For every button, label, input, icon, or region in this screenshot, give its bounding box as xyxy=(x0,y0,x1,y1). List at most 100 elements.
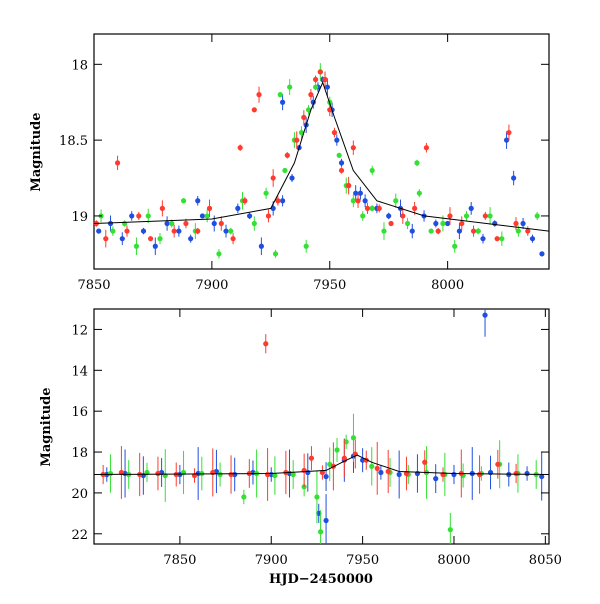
data-point-p0-s0-12 xyxy=(235,205,241,211)
data-point-p0-s0-46 xyxy=(280,99,286,105)
data-point-p1-s1-18 xyxy=(369,463,375,469)
data-point-p1-s2-1 xyxy=(118,469,125,476)
data-point-p0-s2-1 xyxy=(103,236,109,242)
data-point-p0-s0-11 xyxy=(223,228,229,234)
data-point-p0-s2-14 xyxy=(251,107,257,113)
data-point-p1-s2-22 xyxy=(422,459,428,465)
data-point-p0-s0-31 xyxy=(386,213,392,219)
data-point-p0-s2-38 xyxy=(459,220,465,227)
data-point-p1-s0-24 xyxy=(482,312,488,318)
data-point-p0-s0-39 xyxy=(480,236,486,242)
data-point-p0-s1-42 xyxy=(534,213,540,219)
data-point-p0-s2-11 xyxy=(218,220,224,227)
data-point-p0-s0-13 xyxy=(246,213,253,219)
data-point-p0-s0-9 xyxy=(199,213,206,219)
bottom-x-axis-label: HJD−2450000 xyxy=(269,572,373,587)
data-point-p1-s1-23 xyxy=(447,527,453,533)
data-point-p0-s1-36 xyxy=(452,243,458,249)
data-point-p0-s1-16 xyxy=(282,167,288,174)
data-point-p0-s1-4 xyxy=(145,213,151,219)
data-point-p0-s0-48 xyxy=(195,198,201,204)
data-point-p0-s2-36 xyxy=(435,228,441,234)
data-point-p1-s1-10 xyxy=(290,471,296,478)
data-point-p0-s1-43 xyxy=(277,92,283,98)
data-point-p1-s1-13 xyxy=(317,529,324,535)
data-point-p1-s2-19 xyxy=(374,465,380,471)
data-point-p0-s1-34 xyxy=(428,228,434,234)
data-point-p0-s0-33 xyxy=(409,228,415,234)
y-tick-label-p1-0: 12 xyxy=(71,323,88,338)
data-point-p0-s0-3 xyxy=(129,213,135,219)
data-point-p0-s2-21 xyxy=(308,92,314,98)
data-point-p1-s0-14 xyxy=(323,517,329,524)
data-point-p0-s2-7 xyxy=(171,228,177,234)
data-point-p0-s1-28 xyxy=(360,213,366,219)
data-point-p1-s0-28 xyxy=(539,473,545,480)
y-tick-label-p1-3: 18 xyxy=(71,446,88,461)
data-point-p0-s2-41 xyxy=(494,236,500,242)
data-point-p0-s0-44 xyxy=(529,236,536,242)
data-point-p0-s0-28 xyxy=(353,190,359,196)
data-point-p0-s0-36 xyxy=(445,220,451,227)
data-point-p1-s2-7 xyxy=(228,471,234,478)
data-point-p0-s1-3 xyxy=(133,243,140,249)
data-point-p0-s1-1 xyxy=(110,228,116,234)
top-y-axis-label: Magnitude xyxy=(29,112,44,191)
x-tick-label-p0-2: 7950 xyxy=(313,278,346,293)
data-point-p0-s1-35 xyxy=(440,220,446,227)
data-point-p0-s0-23 xyxy=(324,84,330,90)
x-tick-label-p0-3: 8000 xyxy=(431,278,464,293)
data-point-p0-s2-28 xyxy=(346,183,352,189)
data-point-p0-s2-9 xyxy=(195,228,201,234)
data-point-p0-s1-10 xyxy=(216,251,222,257)
data-point-p0-s2-24 xyxy=(322,76,328,83)
data-point-p0-s0-16 xyxy=(280,198,286,204)
data-point-p1-s0-12 xyxy=(323,473,329,480)
data-point-p0-s0-10 xyxy=(211,220,217,227)
y-tick-label-p0-0: 18 xyxy=(71,58,88,73)
data-point-p1-s2-12 xyxy=(301,467,307,474)
y-tick-label-p1-1: 14 xyxy=(71,364,88,379)
top-panel-marks xyxy=(94,63,549,259)
data-point-p0-s2-10 xyxy=(206,205,213,211)
data-point-p0-s0-43 xyxy=(520,220,526,227)
data-point-p0-s1-37 xyxy=(463,213,470,219)
data-point-p0-s1-14 xyxy=(263,190,269,196)
x-tick-label-p1-2: 7950 xyxy=(346,553,379,568)
data-point-p0-s1-6 xyxy=(169,220,175,227)
bottom-panel: 7850 7900 7950 8000 8050 12 14 16 18 20 22 Magnitu… xyxy=(39,308,562,587)
data-point-p0-s2-8 xyxy=(183,220,189,227)
y-tick-label-p1-2: 16 xyxy=(71,405,88,420)
top-panel-frame xyxy=(93,33,550,270)
data-point-p0-s0-2 xyxy=(119,236,125,242)
data-point-p0-s2-33 xyxy=(400,213,406,219)
data-point-p0-s1-19 xyxy=(305,107,312,113)
data-point-p0-s2-20 xyxy=(301,114,307,120)
data-point-p0-s1-25 xyxy=(336,152,342,158)
data-point-p1-s2-20 xyxy=(385,468,391,475)
data-point-p0-s2-5 xyxy=(147,236,154,242)
data-point-p0-s0-0 xyxy=(96,228,102,234)
data-point-p1-s1-15 xyxy=(334,447,340,453)
data-point-p0-s1-5 xyxy=(157,236,163,242)
data-point-p0-s0-14 xyxy=(258,243,264,249)
data-point-p0-s1-39 xyxy=(487,213,493,219)
bottom-y-axis-label: Magnitude xyxy=(39,387,54,466)
data-point-p1-s0-22 xyxy=(451,471,457,478)
data-point-p0-s0-47 xyxy=(357,190,363,196)
data-point-p0-s2-45 xyxy=(237,145,243,151)
data-point-p0-s1-44 xyxy=(287,84,293,90)
x-tick-label-p1-4: 8050 xyxy=(529,553,562,568)
y-tick-label-p0-2: 19 xyxy=(71,210,88,225)
data-point-p0-s2-43 xyxy=(513,220,519,227)
data-point-p0-s1-18 xyxy=(298,129,305,136)
data-point-p0-s2-35 xyxy=(423,145,430,151)
data-point-p0-s2-15 xyxy=(256,92,262,98)
data-point-p0-s1-9 xyxy=(204,213,210,219)
data-point-p0-s2-34 xyxy=(412,205,418,211)
data-point-p1-s1-6 xyxy=(217,471,223,478)
data-point-p0-s0-37 xyxy=(456,228,463,234)
data-point-p1-s0-19 xyxy=(396,471,402,478)
